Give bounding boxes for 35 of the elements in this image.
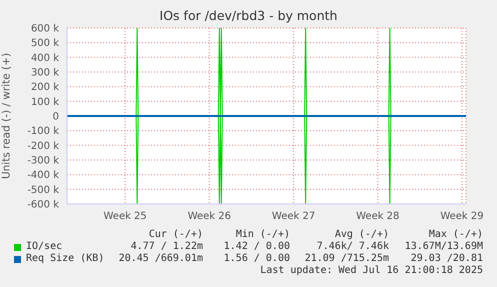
y-tick-label: -400 k [27,170,60,182]
legend-label: IO/sec [26,241,62,253]
y-tick-label: 500 k [30,38,60,50]
y-tick-label: -100 k [27,126,60,138]
text: 29.03 /20.81 [410,253,483,265]
text: 20.45 /669.01m [118,253,203,265]
y-axis-title: Units read (-) / write (+) [0,52,13,180]
chart-title: IOs for /dev/rbd3 - by month [158,8,338,23]
text: 4.77 / 1.22m [130,241,203,253]
text: 1.42 / 0.00 [222,241,290,253]
y-tick-label: 0 [52,112,59,123]
y-tick-label: 100 k [30,96,60,108]
x-tick-label: Week 25 [103,211,147,222]
y-tick-label: 200 k [30,82,60,94]
text: Cur (-/+) [148,229,203,241]
x-tick-label: Week 28 [356,211,400,222]
text: Min (-/+) [234,229,290,241]
y-tick-label: 400 k [30,52,60,64]
y-tick-label: -200 k [27,140,60,152]
text: Max (-/+) [428,229,483,241]
text: 21.09 /715.25m [304,253,389,265]
text: 7.46k/ 7.46k [316,241,389,253]
text: 13.67M/13.69M [404,241,483,253]
text: Avg (-/+) [334,229,389,241]
text: Last update: Wed Jul 16 21:00:18 2025 [259,265,483,277]
x-tick-label: Week 27 [272,211,316,222]
legend-label: Req Size (KB) [26,253,104,265]
x-tick-label: Week 29 [440,211,484,222]
y-tick-label: -300 k [27,156,60,167]
y-tick-label: 600 k [30,24,60,35]
text: 1.56 / 0.00 [222,253,290,265]
y-tick-label: 300 k [30,68,60,79]
y-tick-label: -600 k [27,200,60,211]
y-tick-label: -500 k [27,184,60,196]
x-tick-label: Week 26 [188,211,232,222]
